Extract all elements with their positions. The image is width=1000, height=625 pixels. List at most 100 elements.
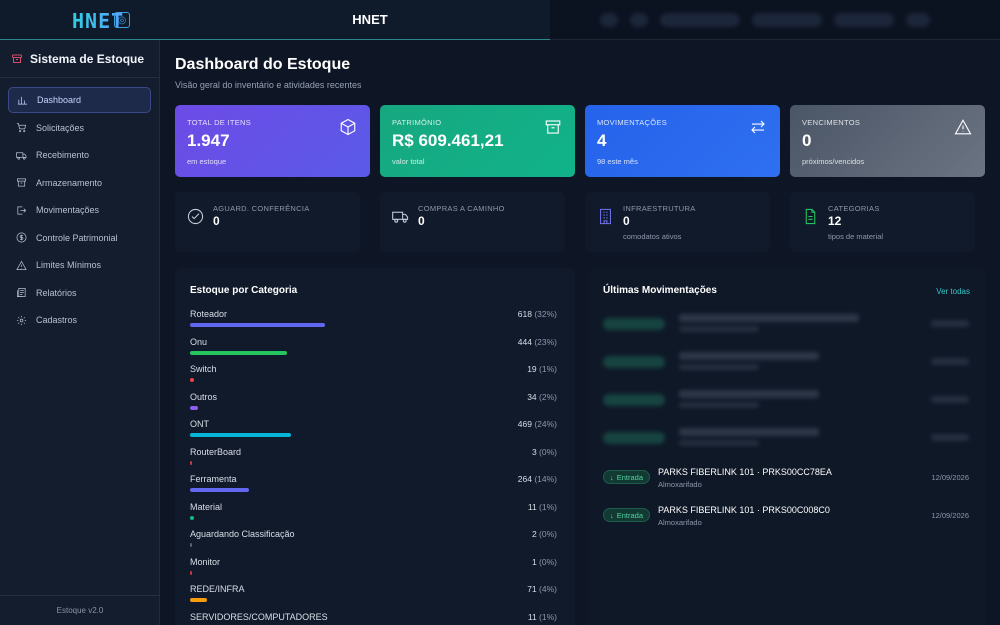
arrow-down-icon: ↓ [610,510,614,520]
category-bar [190,350,288,355]
mini-card-aguard-conferencia[interactable]: AGUARD. CONFERÊNCIA 0 [175,192,360,252]
movement-type-label: Entrada [616,472,644,482]
stat-sub: 98 este mês [597,157,638,166]
category-percent: (4%) [539,584,557,594]
archive-icon [545,120,561,134]
category-row: Switch 19 (1%) [190,364,557,391]
see-all-link[interactable]: Ver todas [936,287,970,296]
app-title: HNET [352,12,388,27]
category-bar [190,378,195,382]
category-name: Ferramenta [190,474,237,484]
page-title: Dashboard do Estoque [175,56,351,73]
sidebar-item-solicitacoes[interactable]: Solicitações [8,115,151,141]
category-name: Roteador [190,309,228,319]
sidebar-item-movimentacoes[interactable]: Movimentações [8,197,151,223]
sidebar-item-label: Recebimento [36,150,90,160]
stat-card-vencimentos[interactable]: VENCIMENTOS 0 próximos/vencidos [790,105,985,177]
sidebar-item-label: Solicitações [36,122,85,133]
category-bar [190,433,292,437]
dollar-circle-icon [16,232,27,243]
stat-card-total-itens[interactable]: TOTAL DE ITENS 1.947 em estoque [175,105,370,177]
page-subtitle: Visão geral do inventário e atividades r… [175,80,362,90]
category-count-value: 11 [527,501,537,512]
sidebar-item-relatorios[interactable]: Relatórios [8,280,151,306]
category-count-value: 71 [527,584,537,594]
category-count: 11 (1%) [528,612,557,622]
category-bar [190,515,195,520]
category-row: SERVIDORES/COMPUTADORES 11 (1%) [190,612,557,625]
category-count-value: 2 [531,529,537,539]
stat-card-movimentacoes[interactable]: MOVIMENTAÇÕES 4 98 este mês [585,105,780,177]
stat-sub: em estoque [187,157,227,166]
category-count-value: 11 [527,611,537,622]
mini-sub: comodatos ativos [623,232,682,241]
category-count-value: 3 [531,446,537,457]
category-name: Switch [190,364,217,374]
category-bar [190,323,326,327]
movement-type-badge: ↓ Entrada [603,508,651,522]
sidebar-item-recebimento[interactable]: Recebimento [8,142,151,168]
stat-value: 0 [802,131,812,150]
arrow-right-box-icon [17,205,27,215]
stat-card-patrimonio[interactable]: PATRIMÔNIO R$ 609.461,21 valor total [380,105,575,177]
stat-value: R$ 609.461,21 [392,131,504,150]
sidebar-item-dashboard[interactable]: Dashboard [8,87,151,113]
category-name: Monitor [190,556,221,567]
document-icon [805,208,816,225]
category-percent: (1%) [539,364,557,374]
stat-value: 1.947 [187,131,230,150]
category-count: 71 (4%) [527,584,557,594]
category-count: 19 (1%) [527,364,557,374]
category-count: 3 (0%) [532,447,557,457]
category-percent: (1%) [539,611,557,622]
category-count: 444 (23%) [518,337,557,347]
category-count: 11 (1%) [528,502,557,512]
category-count: 618 (32%) [518,309,557,319]
movement-location: Almoxarifado [658,518,702,527]
category-count-value: 1 [531,556,537,567]
archive-icon [12,54,22,63]
mini-value: 0 [418,214,425,228]
blurred-movement-row [603,390,969,414]
globe-icon[interactable]: ◎ [114,12,130,28]
category-row: Onu 444 (23%) [190,337,557,364]
category-bar [190,598,207,602]
movement-type-label: Entrada [616,510,644,520]
category-row: REDE/INFRA 71 (4%) [190,584,557,611]
panel-title: Últimas Movimentações [603,285,717,296]
movement-date: 12/09/2026 [931,473,969,482]
category-name: Material [190,501,223,512]
category-count: 264 (14%) [518,474,557,484]
category-count-value: 469 [517,419,532,429]
movement-row[interactable]: ↓ Entrada PARKS FIBERLINK 101 · PRKS00CC7… [603,467,969,495]
category-count-value: 618 [517,309,532,319]
mini-label: AGUARD. CONFERÊNCIA [213,204,310,213]
stat-label: PATRIMÔNIO [392,118,442,127]
category-row: Outros 34 (2%) [190,392,557,419]
movement-row[interactable]: ↓ Entrada PARKS FIBERLINK 101 · PRKS00C00… [603,505,969,533]
sidebar-item-label: Controle Patrimonial [36,232,118,243]
sidebar-item-label: Dashboard [37,95,82,105]
sidebar-item-controle-patrimonial[interactable]: Controle Patrimonial [8,225,151,251]
category-percent: (0%) [539,556,557,567]
category-percent: (0%) [539,446,557,457]
mini-card-categorias[interactable]: CATEGORIAS 12 tipos de material [790,192,975,252]
category-percent: (0%) [539,529,557,539]
report-icon [17,288,26,297]
sidebar-item-label: Cadastros [36,315,78,325]
archive-icon [17,178,26,187]
warning-icon [16,260,27,270]
sidebar-item-cadastros[interactable]: Cadastros [8,307,151,333]
category-count: 2 (0%) [532,529,557,539]
blurred-movement-row [603,352,969,376]
mini-card-infraestrutura[interactable]: INFRAESTRUTURA 0 comodatos ativos [585,192,770,252]
mini-label: COMPRAS A CAMINHO [418,204,505,213]
sidebar-item-limites-minimos[interactable]: Limites Mínimos [8,252,151,278]
sidebar-item-armazenamento[interactable]: Armazenamento [8,170,151,196]
category-stock-panel: Estoque por Categoria Roteador 618 (32%) O… [175,268,575,625]
mini-value: 12 [828,214,842,228]
mini-card-compras-a-caminho[interactable]: COMPRAS A CAMINHO 0 [380,192,565,252]
sidebar: Sistema de Estoque Dashboard Solicitaçõe… [0,40,160,625]
mini-label: CATEGORIAS [828,204,880,213]
sidebar-item-label: Limites Mínimos [36,260,102,270]
